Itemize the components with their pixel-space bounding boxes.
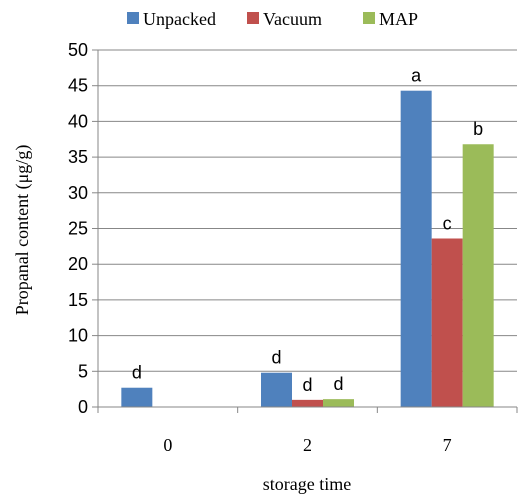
significance-label: d <box>333 374 343 394</box>
significance-label: d <box>132 363 142 383</box>
x-tick-label: 7 <box>443 435 452 455</box>
significance-label: d <box>271 348 281 368</box>
legend-label-vacuum: Vacuum <box>263 9 322 29</box>
y-tick-label: 0 <box>78 397 88 417</box>
y-axis: 0 5 10 15 20 25 30 35 40 45 50 <box>68 40 99 417</box>
bar-unpacked-0 <box>121 387 153 407</box>
x-tick-label: 2 <box>303 435 312 455</box>
y-tick-label: 35 <box>68 147 88 167</box>
y-tick-label: 20 <box>68 254 88 274</box>
legend: Unpacked Vacuum MAP <box>127 9 418 29</box>
y-tick-label: 50 <box>68 40 88 60</box>
y-tick-label: 25 <box>68 219 88 239</box>
bars <box>121 90 494 408</box>
bar-vacuum-7 <box>431 238 463 407</box>
bar-vacuum-2 <box>292 399 323 407</box>
y-tick-label: 5 <box>78 361 88 381</box>
y-axis-label: Propanal content (μg/g) <box>12 145 33 316</box>
gridlines <box>98 49 517 372</box>
legend-swatch-map <box>363 12 375 24</box>
significance-label: a <box>411 66 422 86</box>
legend-swatch-unpacked <box>127 12 139 24</box>
bar-unpacked-7 <box>400 90 432 407</box>
significance-labels: d d a d c d b <box>132 66 483 395</box>
significance-label: c <box>443 213 452 233</box>
legend-label-map: MAP <box>379 9 418 29</box>
bar-map-2 <box>323 399 354 407</box>
bar-unpacked-2 <box>261 372 292 407</box>
x-tick-label: 0 <box>163 435 172 455</box>
y-tick-label: 45 <box>68 76 88 96</box>
significance-label: b <box>473 119 483 139</box>
x-axis: 0 2 7 <box>97 406 518 455</box>
y-tick-label: 30 <box>68 183 88 203</box>
y-tick-label: 40 <box>68 111 88 131</box>
legend-swatch-vacuum <box>247 12 259 24</box>
y-tick-label: 10 <box>68 326 88 346</box>
significance-label: d <box>302 375 312 395</box>
bar-map-7 <box>462 144 494 408</box>
legend-label-unpacked: Unpacked <box>143 9 216 29</box>
x-axis-label: storage time <box>263 474 351 494</box>
y-tick-label: 15 <box>68 290 88 310</box>
